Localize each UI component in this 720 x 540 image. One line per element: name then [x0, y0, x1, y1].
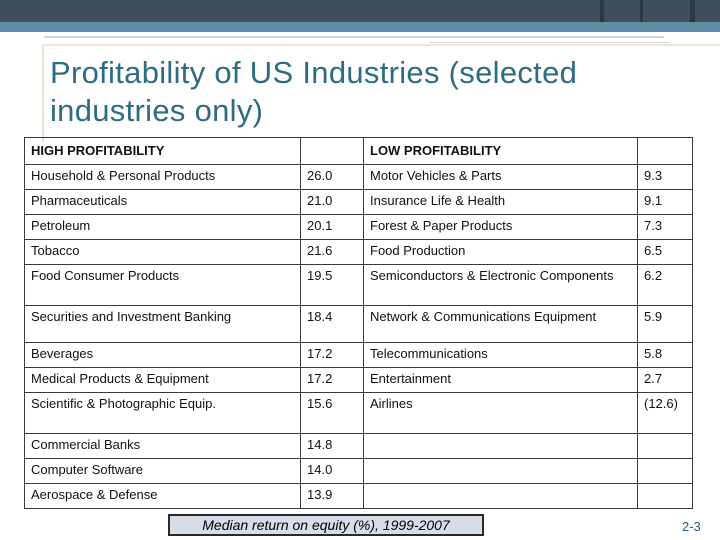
low-value-cell: 6.5	[637, 239, 693, 265]
high-industry-cell: Computer Software	[24, 458, 301, 484]
low-value-cell	[637, 433, 693, 459]
high-industry-cell: Pharmaceuticals	[24, 189, 301, 215]
header-blank	[637, 137, 693, 165]
title-frame	[42, 44, 720, 142]
high-value-cell: 26.0	[300, 164, 364, 190]
low-industry-cell	[363, 483, 638, 509]
table-row: Computer Software 14.0	[24, 458, 693, 484]
high-industry-cell: Household & Personal Products	[24, 164, 301, 190]
low-value-cell: 2.7	[637, 367, 693, 393]
slide-title: Profitability of US Industries (selected…	[50, 55, 578, 128]
low-industry-cell: Airlines	[363, 392, 638, 434]
low-industry-cell: Semiconductors & Electronic Components	[363, 264, 638, 306]
high-industry-cell: Scientific & Photographic Equip.	[24, 392, 301, 434]
slide-number: 2-3	[682, 519, 701, 534]
table-caption: Median return on equity (%), 1999-2007	[168, 514, 484, 536]
high-value-cell: 17.2	[300, 367, 364, 393]
low-value-cell	[637, 458, 693, 484]
decorative-stripe	[690, 0, 695, 22]
table-row: Tobacco 21.6 Food Production 6.5	[24, 239, 693, 265]
low-industry-cell: Food Production	[363, 239, 638, 265]
table-row: Food Consumer Products 19.5 Semiconducto…	[24, 264, 693, 306]
profitability-table: HIGH PROFITABILITY LOW PROFITABILITY Hou…	[24, 137, 693, 509]
high-value-cell: 14.8	[300, 433, 364, 459]
header-low-profitability: LOW PROFITABILITY	[363, 137, 638, 165]
low-value-cell: 6.2	[637, 264, 693, 306]
high-industry-cell: Aerospace & Defense	[24, 483, 301, 509]
teal-decorative-bar	[0, 22, 720, 32]
high-value-cell: 19.5	[300, 264, 364, 306]
high-industry-cell: Securities and Investment Banking	[24, 305, 301, 343]
low-industry-cell: Telecommunications	[363, 342, 638, 368]
low-value-cell: 7.3	[637, 214, 693, 240]
high-value-cell: 20.1	[300, 214, 364, 240]
table-row: Securities and Investment Banking 18.4 N…	[24, 305, 693, 343]
table-row: Medical Products & Equipment 17.2 Entert…	[24, 367, 693, 393]
high-value-cell: 21.0	[300, 189, 364, 215]
table-row: Scientific & Photographic Equip. 15.6 Ai…	[24, 392, 693, 434]
table-row: Commercial Banks 14.8	[24, 433, 693, 459]
low-value-cell: 9.1	[637, 189, 693, 215]
high-industry-cell: Beverages	[24, 342, 301, 368]
high-industry-cell: Food Consumer Products	[24, 264, 301, 306]
table-row: Petroleum 20.1 Forest & Paper Products 7…	[24, 214, 693, 240]
low-industry-cell: Motor Vehicles & Parts	[363, 164, 638, 190]
low-industry-cell: Entertainment	[363, 367, 638, 393]
low-industry-cell	[363, 458, 638, 484]
decorative-stripe	[600, 0, 604, 22]
low-industry-cell: Insurance Life & Health	[363, 189, 638, 215]
table-row: Beverages 17.2 Telecommunications 5.8	[24, 342, 693, 368]
decorative-stripe	[640, 0, 643, 22]
high-value-cell: 15.6	[300, 392, 364, 434]
decorative-line	[44, 36, 664, 38]
low-industry-cell	[363, 433, 638, 459]
table-header-row: HIGH PROFITABILITY LOW PROFITABILITY	[24, 137, 693, 165]
table-row: Pharmaceuticals 21.0 Insurance Life & He…	[24, 189, 693, 215]
high-value-cell: 18.4	[300, 305, 364, 343]
low-value-cell: 5.9	[637, 305, 693, 343]
table-row: Aerospace & Defense 13.9	[24, 483, 693, 509]
low-value-cell: 9.3	[637, 164, 693, 190]
header-blank	[300, 137, 364, 165]
high-value-cell: 21.6	[300, 239, 364, 265]
table-row: Household & Personal Products 26.0 Motor…	[24, 164, 693, 190]
decorative-line	[430, 42, 670, 43]
high-industry-cell: Commercial Banks	[24, 433, 301, 459]
high-value-cell: 13.9	[300, 483, 364, 509]
high-industry-cell: Medical Products & Equipment	[24, 367, 301, 393]
high-industry-cell: Petroleum	[24, 214, 301, 240]
high-industry-cell: Tobacco	[24, 239, 301, 265]
header-high-profitability: HIGH PROFITABILITY	[24, 137, 301, 165]
top-decorative-bar	[0, 0, 720, 22]
low-value-cell	[637, 483, 693, 509]
low-industry-cell: Network & Communications Equipment	[363, 305, 638, 343]
low-value-cell: (12.6)	[637, 392, 693, 434]
high-value-cell: 14.0	[300, 458, 364, 484]
high-value-cell: 17.2	[300, 342, 364, 368]
low-value-cell: 5.8	[637, 342, 693, 368]
low-industry-cell: Forest & Paper Products	[363, 214, 638, 240]
